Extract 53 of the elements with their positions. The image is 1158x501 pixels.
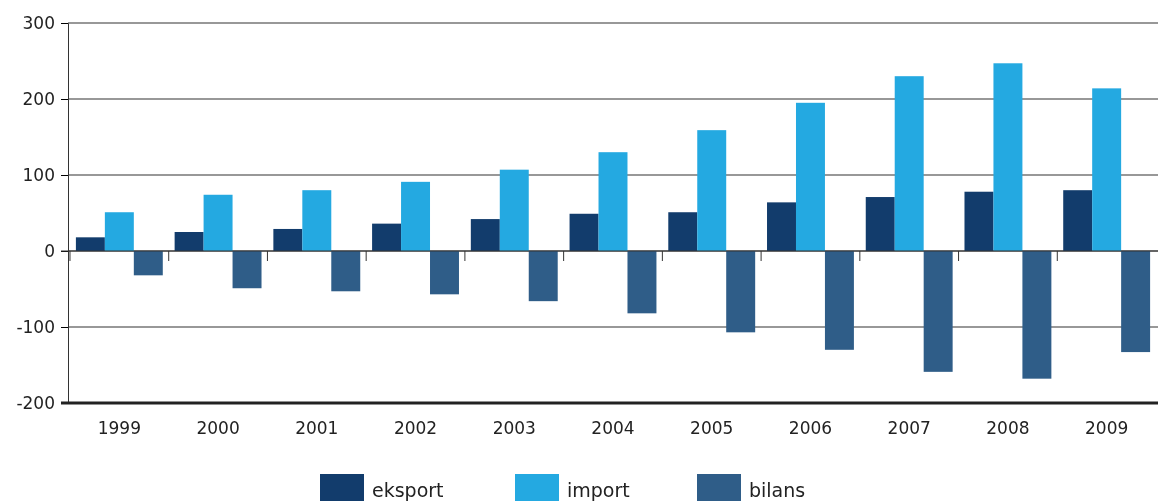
bar bbox=[331, 251, 361, 292]
x-tick-label: 2001 bbox=[295, 418, 339, 438]
bar bbox=[627, 251, 657, 314]
bar bbox=[470, 219, 500, 251]
bar bbox=[273, 228, 303, 251]
bar bbox=[795, 102, 825, 251]
bar bbox=[372, 223, 402, 251]
bar bbox=[894, 76, 924, 251]
y-tick-label: 0 bbox=[44, 240, 55, 261]
bar bbox=[726, 251, 756, 333]
legend-label: eksport bbox=[372, 479, 444, 501]
y-tick-label: 300 bbox=[22, 12, 55, 33]
x-tick-label: 2005 bbox=[690, 418, 734, 438]
bar bbox=[569, 213, 599, 251]
x-tick-label: 2004 bbox=[591, 418, 635, 438]
x-tick-label: 1999 bbox=[97, 418, 141, 438]
bar bbox=[133, 251, 163, 276]
bar bbox=[528, 251, 558, 302]
x-tick-label: 2009 bbox=[1085, 418, 1129, 438]
bar bbox=[824, 251, 854, 350]
bar bbox=[1121, 251, 1151, 353]
bar bbox=[1063, 190, 1093, 251]
bar bbox=[104, 212, 134, 251]
bar bbox=[865, 197, 895, 251]
bar bbox=[302, 190, 332, 251]
bar bbox=[993, 63, 1023, 251]
legend-label: import bbox=[567, 479, 630, 501]
bar bbox=[174, 232, 204, 251]
bar bbox=[401, 181, 431, 251]
y-tick-label: 100 bbox=[22, 164, 55, 185]
legend-label: bilans bbox=[749, 479, 806, 501]
bar bbox=[668, 212, 698, 251]
y-tick-label: -100 bbox=[16, 316, 55, 337]
bar bbox=[430, 251, 459, 295]
x-tick-label: 2000 bbox=[196, 418, 240, 438]
bar bbox=[767, 202, 796, 251]
x-tick-label: 2008 bbox=[986, 418, 1030, 438]
bar bbox=[203, 194, 233, 251]
bar bbox=[499, 169, 529, 251]
bar bbox=[232, 251, 262, 289]
bar bbox=[964, 191, 994, 251]
bar bbox=[697, 130, 727, 251]
x-tick-label: 2007 bbox=[887, 418, 931, 438]
x-tick-label: 2003 bbox=[492, 418, 536, 438]
bar bbox=[923, 251, 953, 372]
bar bbox=[598, 152, 628, 251]
bar bbox=[1022, 251, 1052, 379]
x-tick-label: 2002 bbox=[393, 418, 438, 438]
bar bbox=[1092, 88, 1122, 251]
y-tick-label: -200 bbox=[16, 392, 55, 413]
y-tick-label: 200 bbox=[22, 88, 55, 109]
bar bbox=[75, 237, 105, 251]
x-tick-label: 2006 bbox=[788, 418, 833, 438]
